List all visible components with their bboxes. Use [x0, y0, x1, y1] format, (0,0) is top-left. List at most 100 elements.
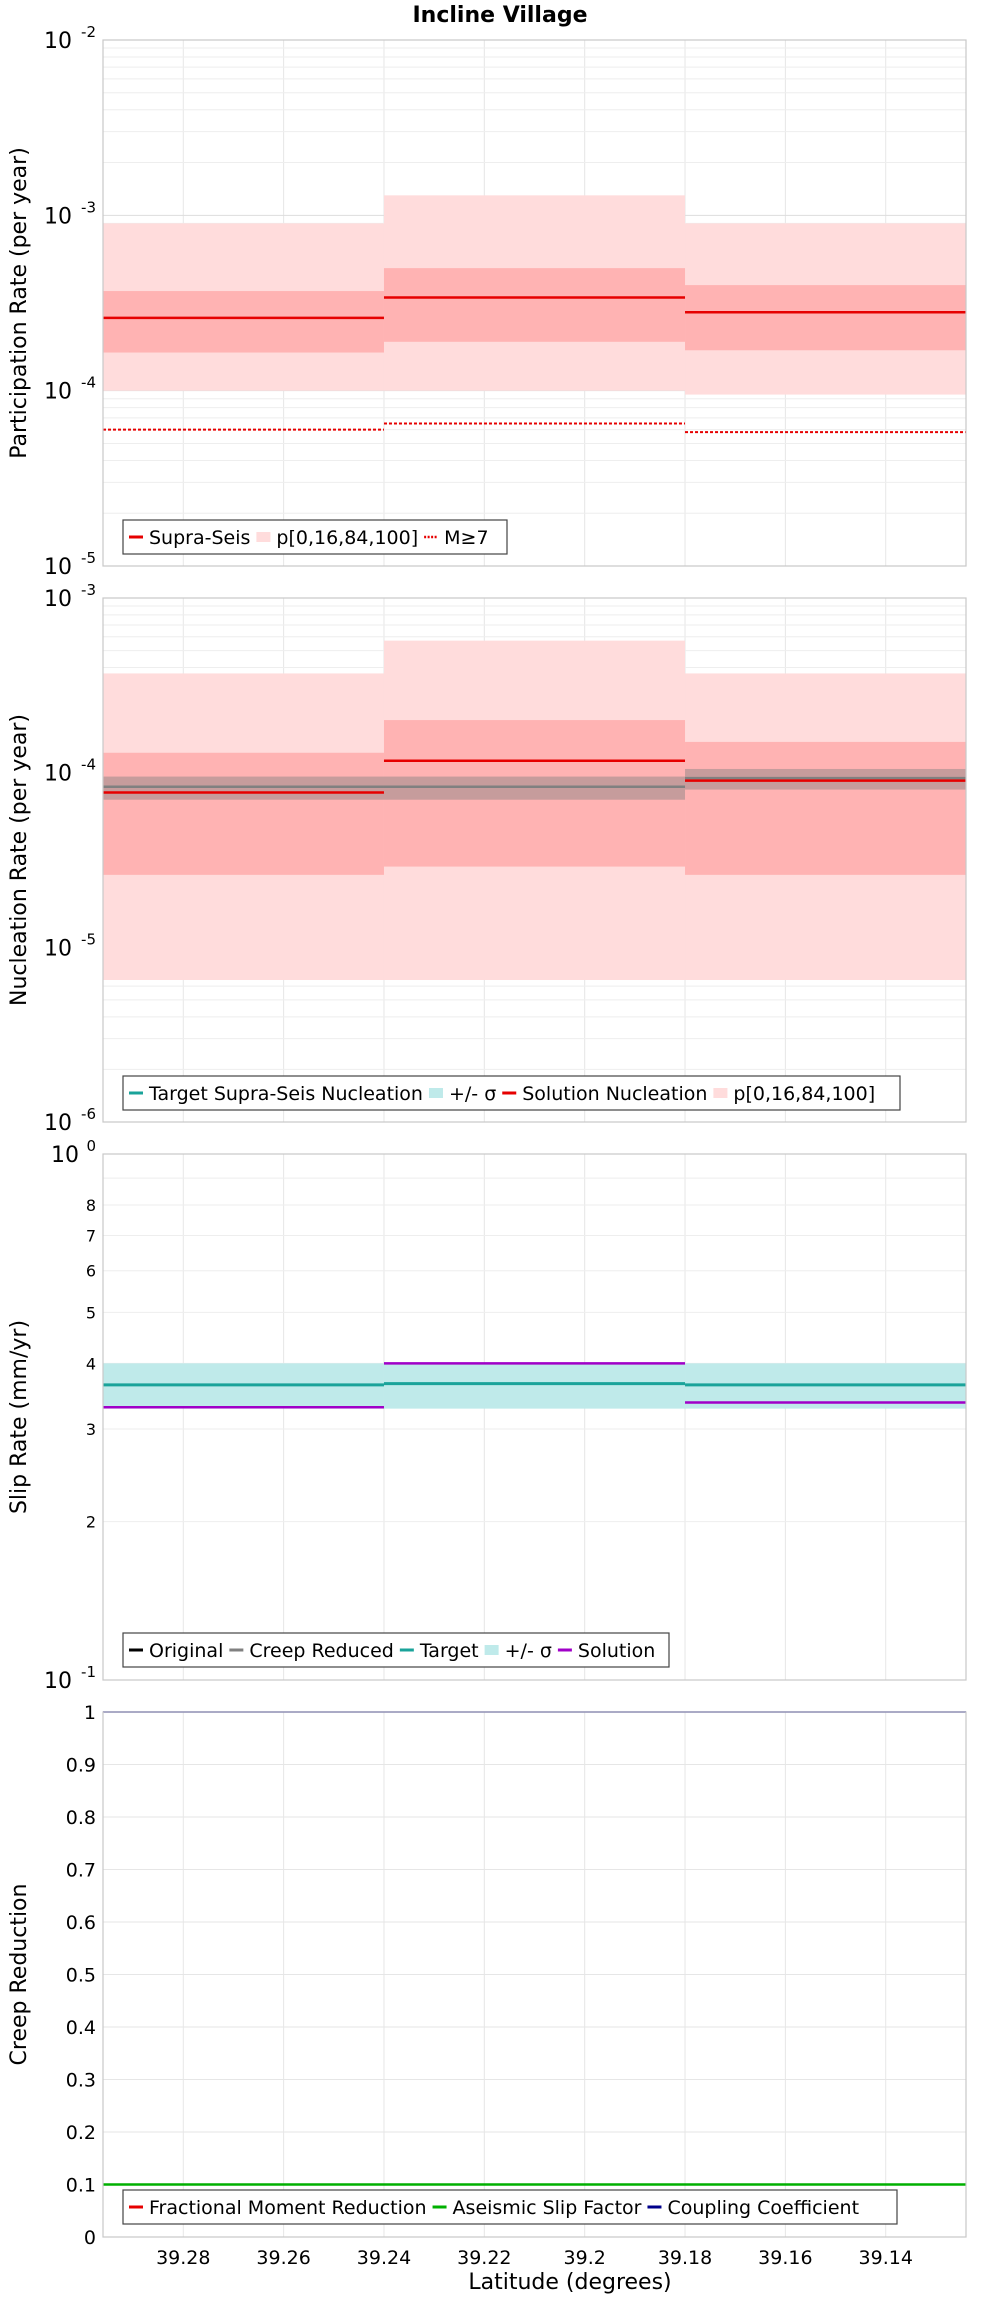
x-tick-label: 39.14: [859, 2247, 913, 2269]
legend-box: [122, 1632, 670, 1668]
legend: Target Supra-Seis Nucleation +/- σ Solutio…: [122, 1075, 901, 1111]
y-tick-base: 10: [44, 380, 72, 405]
uncertainty-band: [103, 291, 384, 353]
legend-item-label: Target Supra-Seis Nucleation: [148, 1083, 423, 1105]
y-minor-tick-label: 3: [86, 1420, 96, 1439]
legend-item-label: +/- σ: [505, 1640, 552, 1662]
x-tick-label: 39.24: [357, 2247, 411, 2269]
y-minor-tick-label: 7: [86, 1226, 96, 1245]
x-tick-label: 39.2: [564, 2247, 606, 2269]
y-tick-label: 0.7: [66, 1860, 96, 1882]
legend-swatch: [713, 1088, 728, 1098]
legend-item-label: M≥7: [444, 527, 488, 549]
y-tick-exponent: -2: [81, 23, 96, 41]
uncertainty-band: [103, 776, 384, 800]
panel-4: 0 0.1 0.2 0.3 0.4 0.5 0.6 0.7 0.8 0.9 1 Creep Reduc…: [7, 1702, 967, 2249]
y-tick-exponent: 0: [86, 1137, 96, 1155]
y-tick-label: 10 -4: [44, 756, 96, 787]
y-tick-exponent: -3: [81, 581, 96, 599]
y-tick-base: 10: [44, 936, 72, 961]
legend-item-label: Supra-Seis: [149, 527, 250, 549]
y-tick-label: 10 -3: [44, 198, 96, 229]
x-tick-label: 39.16: [758, 2247, 812, 2269]
plot-area: [103, 1154, 966, 1680]
y-tick-label: 0.6: [66, 1912, 96, 1934]
x-tick-label: 39.26: [256, 2247, 310, 2269]
y-tick-label: 0.5: [66, 1965, 96, 1987]
plot-frame: [102, 39, 967, 567]
y-tick-label: 0.2: [66, 2122, 96, 2144]
uncertainty-band: [103, 752, 384, 875]
y-axis-label: Participation Rate (per year): [7, 147, 32, 459]
panel-2: 10 -6 10 -5 10 -4 10 -3 Nucleation Rate (per yea…: [7, 581, 967, 1136]
uncertainty-band: [685, 285, 966, 351]
x-tick-label: 39.22: [457, 2247, 511, 2269]
y-axis-label: Nucleation Rate (per year): [7, 714, 32, 1006]
y-tick-label: 10 0: [51, 1137, 96, 1168]
y-tick-label: 10 -1: [44, 1663, 96, 1694]
legend-swatch: [428, 1088, 443, 1098]
y-tick-base: 10: [51, 1143, 79, 1168]
legend-box: [122, 519, 508, 555]
y-tick-base: 10: [44, 204, 72, 229]
legend-item-label: Solution Nucleation: [522, 1083, 707, 1105]
legend-item-label: Original: [149, 1640, 223, 1662]
y-tick-base: 10: [44, 1669, 72, 1694]
y-tick-label: 0.4: [66, 2017, 96, 2039]
legend-item-label: p[0,16,84,100]: [733, 1083, 875, 1105]
y-tick-label: 0: [84, 2227, 96, 2249]
panel-3: 10 -1 10 0 2 3 4 5 6 7 8 Slip Rate (mm/yr) Original C…: [7, 1137, 967, 1694]
y-tick-label: 0.1: [66, 2175, 96, 2197]
y-tick-exponent: -6: [81, 1105, 96, 1123]
y-tick-base: 10: [44, 762, 72, 787]
y-tick-label: 1: [84, 1702, 96, 1724]
legend-box: [122, 2189, 898, 2225]
y-tick-label: 10 -6: [44, 1105, 96, 1136]
legend-item-label: Solution: [578, 1640, 655, 1662]
plot-frame: [102, 1153, 967, 1681]
y-tick-exponent: -1: [81, 1663, 96, 1681]
legend: Original Creep Reduced Target +/- σ Solution: [122, 1632, 670, 1668]
x-axis-ticks: 39.28 39.26 39.24 39.22 39.2 39.18 39.16 39.14: [156, 2247, 913, 2269]
y-tick-label: 10 -2: [44, 23, 96, 54]
y-minor-tick-label: 8: [86, 1196, 96, 1215]
y-tick-base: 10: [44, 587, 72, 612]
legend-item-label: Fractional Moment Reduction: [149, 2197, 427, 2219]
legend-item-label: Coupling Coefficient: [667, 2197, 859, 2219]
uncertainty-band: [383, 776, 686, 800]
y-axis-label: Slip Rate (mm/yr): [7, 1320, 32, 1514]
y-tick-base: 10: [44, 29, 72, 54]
uncertainty-band: [383, 720, 686, 867]
y-tick-label: 10 -4: [44, 374, 96, 405]
y-tick-exponent: -5: [81, 549, 96, 567]
legend-swatch: [484, 1645, 499, 1655]
y-axis-label: Creep Reduction: [7, 1884, 32, 2066]
plot-frame: [102, 1711, 967, 2238]
legend-item-label: Target: [419, 1640, 479, 1662]
y-minor-tick-label: 5: [86, 1303, 96, 1322]
y-tick-exponent: -5: [81, 930, 96, 948]
y-tick-label: 10 -5: [44, 930, 96, 961]
y-tick-label: 0.9: [66, 1755, 96, 1777]
chart-title: Incline Village: [413, 3, 588, 28]
y-minor-tick-label: 6: [86, 1262, 96, 1281]
uncertainty-band: [383, 268, 686, 342]
x-tick-label: 39.28: [156, 2247, 210, 2269]
legend-item-label: Aseismic Slip Factor: [453, 2197, 642, 2219]
plot-frame: [102, 597, 967, 1123]
y-tick-base: 10: [44, 555, 72, 580]
legend-swatch: [256, 532, 271, 542]
y-tick-label: 10 -5: [44, 549, 96, 580]
panel-1: 10 -5 10 -4 10 -3 10 -2 Participation Rate (per …: [7, 23, 967, 580]
y-tick-base: 10: [44, 1111, 72, 1136]
y-minor-tick-label: 2: [86, 1513, 96, 1532]
legend-item-label: p[0,16,84,100]: [276, 527, 418, 549]
y-tick-exponent: -4: [81, 374, 96, 392]
legend: Supra-Seis p[0,16,84,100] M≥7: [122, 519, 508, 555]
uncertainty-band: [383, 1363, 686, 1409]
legend-item-label: +/- σ: [449, 1083, 496, 1105]
y-tick-label: 0.3: [66, 2070, 96, 2092]
uncertainty-band: [685, 741, 966, 875]
